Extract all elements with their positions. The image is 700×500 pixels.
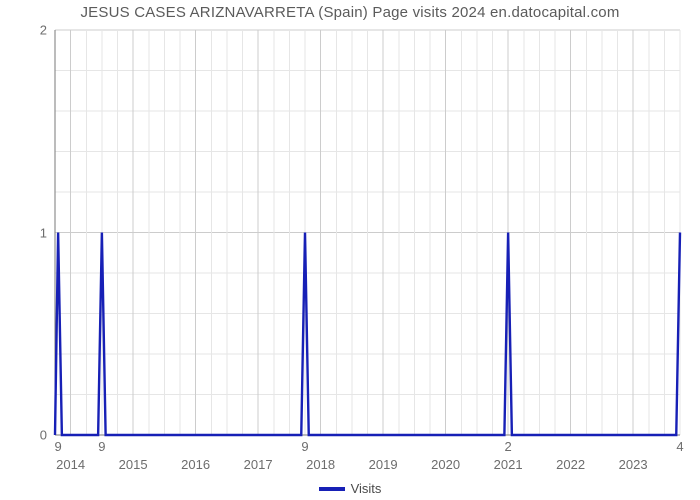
spike-value-label: 9 — [301, 435, 308, 454]
x-tick-label: 2017 — [244, 435, 273, 472]
spike-value-label: 2 — [505, 435, 512, 454]
legend-label: Visits — [351, 481, 382, 496]
x-tick-label: 2020 — [431, 435, 460, 472]
legend-swatch — [319, 487, 345, 491]
y-tick-label: 2 — [40, 23, 55, 38]
x-tick-label: 2016 — [181, 435, 210, 472]
chart-legend: Visits — [0, 480, 700, 496]
x-tick-label: 2015 — [119, 435, 148, 472]
visits-chart: JESUS CASES ARIZNAVARRETA (Spain) Page v… — [0, 0, 700, 500]
spike-value-label: 4 — [676, 435, 683, 454]
chart-svg — [55, 30, 680, 435]
x-tick-label: 2018 — [306, 435, 335, 472]
y-tick-label: 1 — [40, 225, 55, 240]
plot-area: 0122014201520162017201820192020202120222… — [55, 30, 680, 435]
spike-value-label: 9 — [55, 435, 62, 454]
x-tick-label: 2019 — [369, 435, 398, 472]
y-tick-label: 0 — [40, 428, 55, 443]
x-tick-label: 2023 — [619, 435, 648, 472]
x-tick-label: 2022 — [556, 435, 585, 472]
chart-title: JESUS CASES ARIZNAVARRETA (Spain) Page v… — [0, 4, 700, 21]
spike-value-label: 9 — [98, 435, 105, 454]
